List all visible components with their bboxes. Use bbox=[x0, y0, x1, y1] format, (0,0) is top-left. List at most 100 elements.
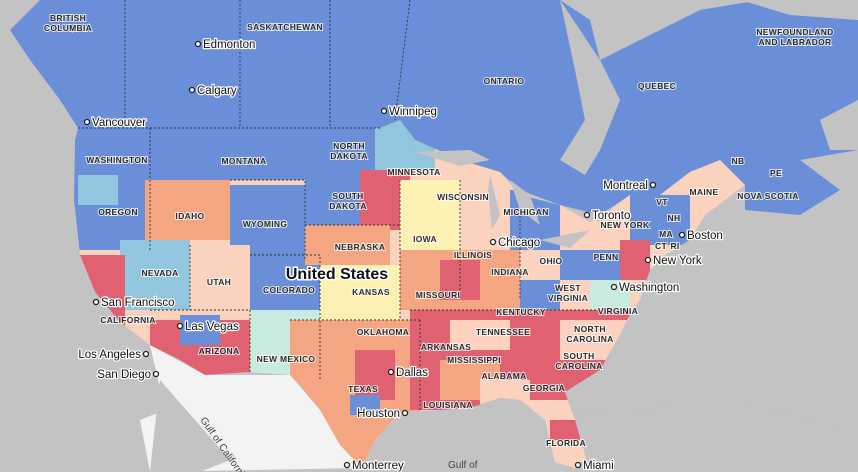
region-label: IOWA bbox=[413, 234, 437, 244]
city-label: Las Vegas bbox=[185, 321, 239, 333]
region-label: FLORIDA bbox=[546, 438, 586, 448]
region-label: PE bbox=[770, 168, 782, 178]
city-dot bbox=[188, 86, 196, 94]
region-label: WEST bbox=[555, 283, 581, 293]
city-label: San Francisco bbox=[101, 297, 175, 309]
city-dot bbox=[574, 461, 582, 469]
city-label: Edmonton bbox=[203, 39, 255, 51]
water bbox=[740, 0, 858, 20]
region-label: RI bbox=[670, 241, 679, 251]
city-label: Chicago bbox=[498, 237, 540, 249]
region-label: VIRGINIA bbox=[598, 306, 638, 316]
city-dot bbox=[489, 238, 497, 246]
city-dot bbox=[92, 298, 100, 306]
gulf-water bbox=[150, 380, 230, 472]
region-label: CAROLINA bbox=[555, 361, 602, 371]
cities: Edmonton Calgary Vancouver Winnipeg Mont… bbox=[77, 38, 724, 472]
city-label: Los Angeles bbox=[78, 349, 141, 361]
city-dot bbox=[649, 181, 657, 189]
region-label: MISSOURI bbox=[416, 290, 460, 300]
city-dot bbox=[644, 256, 652, 264]
hudson-bay bbox=[560, 0, 620, 175]
region-label: OREGON bbox=[98, 207, 138, 217]
region-label: NEW YORK bbox=[601, 220, 651, 230]
atlantic-water bbox=[545, 400, 858, 472]
city-dot bbox=[583, 211, 591, 219]
region-label: GEORGIA bbox=[523, 383, 565, 393]
region-label: NORTH bbox=[574, 324, 606, 334]
city-dot bbox=[142, 350, 150, 358]
city-dot bbox=[83, 118, 91, 126]
region-label: NEW MEXICO bbox=[257, 354, 316, 364]
city-label: Montreal bbox=[603, 180, 648, 192]
region-label: SASKATCHEWAN bbox=[247, 22, 323, 32]
region-label: COLUMBIA bbox=[44, 23, 92, 33]
border-lines bbox=[78, 0, 630, 410]
region-label: NORTH bbox=[333, 141, 365, 151]
region-label: ARIZONA bbox=[199, 346, 240, 356]
region-label: OKLAHOMA bbox=[357, 327, 409, 337]
city-dot bbox=[387, 368, 395, 376]
region-label: NH bbox=[668, 213, 681, 223]
region-label: MONTANA bbox=[222, 156, 267, 166]
city-label: Calgary bbox=[197, 85, 237, 97]
city-label: Toronto bbox=[592, 210, 630, 222]
city-label: San Diego bbox=[97, 369, 151, 381]
region-label: QUEBEC bbox=[638, 81, 676, 91]
region-label: LOUISIANA bbox=[423, 400, 472, 410]
water-label: Gulf of bbox=[448, 460, 478, 471]
region-label: PENN bbox=[594, 252, 619, 262]
region-label: ILLINOIS bbox=[454, 250, 492, 260]
region-label: ALABAMA bbox=[481, 371, 526, 381]
region-label: IDAHO bbox=[176, 211, 205, 221]
region-label: UTAH bbox=[207, 277, 231, 287]
region-label: WISCONSIN bbox=[437, 192, 489, 202]
city-label: Houston bbox=[357, 408, 400, 420]
region-label: WYOMING bbox=[243, 219, 288, 229]
region-label: AND LABRADOR bbox=[758, 37, 831, 47]
region-label: INDIANA bbox=[491, 267, 529, 277]
region-label: BRITISH bbox=[50, 13, 86, 23]
region-label: NEVADA bbox=[141, 268, 178, 278]
region-label: MAINE bbox=[690, 187, 719, 197]
region-label: ARKANSAS bbox=[421, 342, 472, 352]
city-dot bbox=[678, 231, 686, 239]
city-label: Dallas bbox=[396, 367, 428, 379]
city-label: Winnipeg bbox=[389, 106, 437, 118]
region-label: ONTARIO bbox=[484, 76, 525, 86]
region-label: KENTUCKY bbox=[496, 307, 546, 317]
region-label: KANSAS bbox=[352, 287, 390, 297]
region-label: NOVA SCOTIA bbox=[737, 191, 798, 201]
region-label: MA bbox=[659, 229, 673, 239]
city-label: Boston bbox=[687, 230, 723, 242]
region-label: CAROLINA bbox=[566, 334, 613, 344]
region-label: NEBRASKA bbox=[335, 242, 386, 252]
city-dot bbox=[176, 322, 184, 330]
region-label: SOUTH bbox=[563, 351, 594, 361]
region-label: MISSISSIPPI bbox=[447, 355, 501, 365]
region-label: CT bbox=[655, 241, 667, 251]
region-label: SOUTH bbox=[332, 191, 363, 201]
city-label: Washington bbox=[619, 282, 679, 294]
region-label: TENNESSEE bbox=[476, 327, 530, 337]
region-label: CALIFORNIA bbox=[100, 315, 155, 325]
city-label: Miami bbox=[583, 460, 614, 472]
country-label: United States bbox=[286, 266, 388, 283]
region-label: OHIO bbox=[540, 256, 563, 266]
region-label: COLORADO bbox=[263, 285, 315, 295]
city-dot bbox=[343, 461, 351, 469]
city-dot bbox=[401, 409, 409, 417]
city-dot bbox=[610, 283, 618, 291]
city-label: New York bbox=[653, 255, 702, 267]
region-label: TEXAS bbox=[348, 384, 378, 394]
region-label: NB bbox=[732, 156, 745, 166]
region-label: DAKOTA bbox=[330, 151, 368, 161]
region-label: NEWFOUNDLAND bbox=[756, 27, 833, 37]
region-label: DAKOTA bbox=[329, 201, 367, 211]
city-label: Monterrey bbox=[352, 460, 404, 472]
city-dot bbox=[380, 107, 388, 115]
region-label: VT bbox=[656, 197, 668, 207]
canada bbox=[10, 0, 858, 215]
city-dot bbox=[194, 40, 202, 48]
